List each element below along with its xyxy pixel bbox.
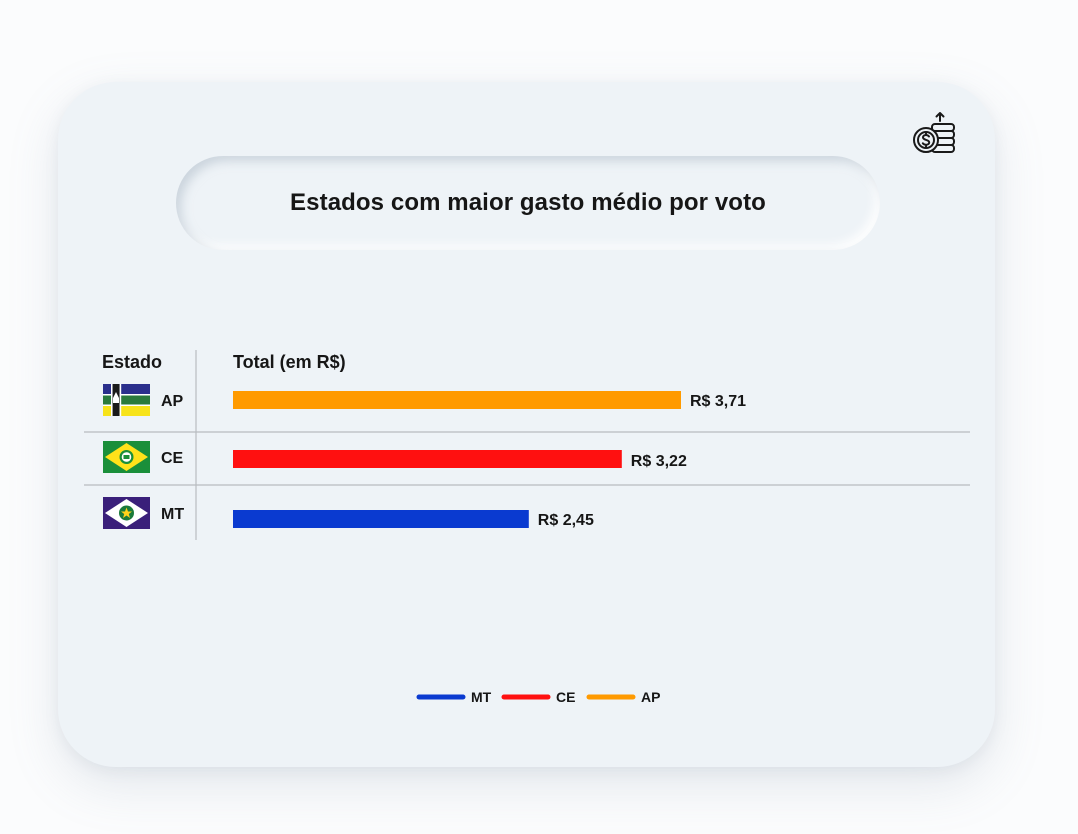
chart-card: Estados com maior gasto médio por voto xyxy=(58,82,995,767)
legend-label-ap: AP xyxy=(641,689,660,705)
bar-ap xyxy=(233,391,681,409)
bar-value-label: R$ 3,22 xyxy=(631,453,687,470)
bar-ce xyxy=(233,450,622,468)
money-stack-icon xyxy=(913,112,955,153)
flag-ce-icon xyxy=(103,441,150,473)
header-estado: Estado xyxy=(102,352,162,372)
legend-label-ce: CE xyxy=(556,689,575,705)
category-label: AP xyxy=(161,393,184,410)
title-pill: Estados com maior gasto médio por voto xyxy=(176,156,880,250)
legend-label-mt: MT xyxy=(471,689,492,705)
chart-title: Estados com maior gasto médio por voto xyxy=(290,189,766,216)
bar-value-label: R$ 2,45 xyxy=(538,512,594,529)
flag-ap-icon xyxy=(103,384,150,416)
category-label: CE xyxy=(161,450,184,467)
category-label: MT xyxy=(161,506,184,523)
bar-mt xyxy=(233,510,529,528)
bar-value-label: R$ 3,71 xyxy=(690,393,746,410)
flag-mt-icon xyxy=(103,497,150,529)
legend: MT CE AP xyxy=(416,689,660,705)
header-total: Total (em R$) xyxy=(233,352,346,372)
